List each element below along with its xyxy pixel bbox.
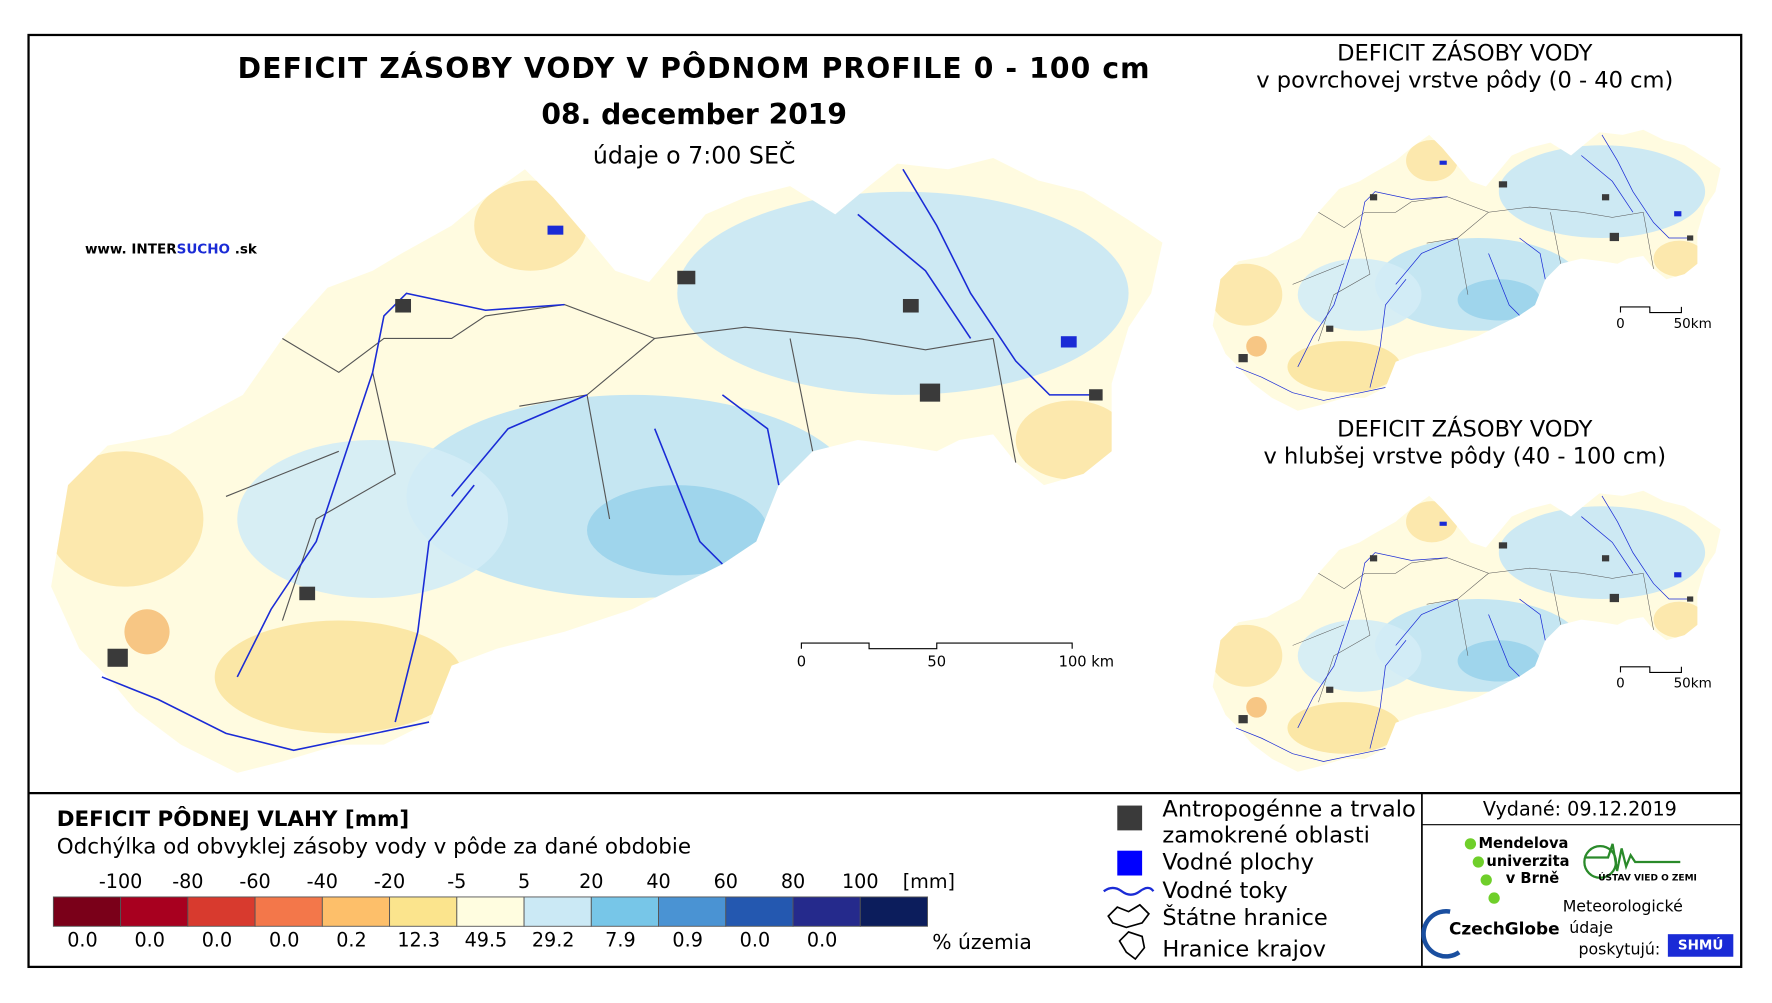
symbol-label: Štátne hranice [1162, 903, 1327, 931]
legend-threshold: 5 [518, 870, 530, 893]
legend-swatch [456, 896, 525, 927]
inset-subtitle: v hlubšej vrstve pôdy (40 - 100 cm) [1264, 443, 1667, 469]
legend-threshold: 40 [646, 870, 670, 893]
website-part: SUCHO [177, 241, 230, 257]
legend-swatch [254, 896, 323, 927]
legend-swatch [725, 896, 794, 927]
symbol-icon [1103, 886, 1155, 896]
scale-label: 0 [1616, 676, 1625, 692]
symbol-icon [1117, 850, 1143, 876]
legend-share: 0.2 [336, 928, 366, 951]
legend-swatch [187, 896, 256, 927]
logo-text: Meteorologické [1563, 897, 1683, 916]
legend-swatch [859, 896, 928, 927]
legend-share: 29.2 [532, 928, 575, 951]
legend-swatch [523, 896, 592, 927]
symbol-label: Vodné toky [1162, 878, 1287, 904]
scale-label: 100 km [1059, 653, 1114, 670]
color-legend: -100 -80 -60 -40 -20 -5 5 20 40 60 80 100 [mm] 0.0 0.0… [52, 870, 1032, 954]
legend-threshold: -5 [447, 870, 466, 893]
legend-threshold: -40 [307, 870, 338, 893]
legend-swatch [658, 896, 727, 927]
legend-share: 0.0 [807, 928, 837, 951]
legend-threshold: -100 [99, 870, 142, 893]
map-date: 08. december 2019 [541, 98, 847, 131]
symbol-label: zamokrené oblasti [1162, 823, 1369, 849]
legend-share: 12.3 [397, 928, 440, 951]
legend-share: 49.5 [465, 928, 508, 951]
legend-swatch [120, 896, 189, 927]
issued-date: Vydané: 09.12.2019 [1483, 798, 1677, 821]
legend-threshold: 80 [781, 870, 805, 893]
scale-bar: 0 50 100 km [797, 642, 1114, 670]
legend-threshold: 60 [714, 870, 738, 893]
scale-label: 50km [1674, 316, 1712, 332]
logo-text: ÚSTAV VIED O ZEMI [1598, 871, 1697, 883]
legend-swatch [590, 896, 659, 927]
legend-share: 0.0 [740, 928, 770, 951]
website-part: INTER [131, 241, 177, 257]
legend-threshold: -20 [374, 870, 405, 893]
logo-text: poskytujú: [1579, 939, 1661, 958]
inset-title: DEFICIT ZÁSOBY VODY [1337, 39, 1593, 67]
legend-share: 7.9 [605, 928, 635, 951]
scale-label: 50km [1674, 676, 1712, 692]
symbol-label: Vodné plochy [1162, 850, 1314, 876]
symbol-icon [1107, 903, 1150, 929]
legend-swatch [321, 896, 391, 927]
legend-threshold: 20 [579, 870, 603, 893]
logo-text: Mendelova [1478, 835, 1568, 852]
logo-text: v Brně [1506, 870, 1559, 887]
legend-share: 0.0 [67, 928, 97, 951]
inset-title: DEFICIT ZÁSOBY VODY [1337, 414, 1593, 442]
map-title: DEFICIT ZÁSOBY VODY V PÔDNOM PROFILE 0 -… [238, 51, 1151, 85]
legend-unit: [mm] [903, 870, 955, 893]
legend-share: 0.0 [134, 928, 164, 951]
website: www. INTERSUCHO .sk [85, 241, 258, 257]
legend-title: DEFICIT PÔDNEJ VLAHY [mm] [57, 806, 409, 832]
symbol-label: Hranice krajov [1162, 936, 1326, 962]
website-part: www. [85, 241, 127, 257]
symbol-icon [1118, 930, 1146, 961]
legend-swatch [792, 896, 861, 927]
legend-share: 0.0 [202, 928, 232, 951]
inset-subtitle: v povrchovej vrstve pôdy (0 - 40 cm) [1256, 68, 1673, 94]
logo-text: SHMÚ [1678, 935, 1723, 953]
website-part: .sk [235, 241, 258, 257]
legend-threshold: -80 [172, 870, 203, 893]
legend-share: 0.9 [672, 928, 702, 951]
legend-threshold: 100 [842, 870, 879, 893]
legend-share-label: % územia [932, 930, 1032, 954]
legend-swatch [389, 896, 458, 927]
legend-threshold: -60 [239, 870, 270, 893]
scale-label: 50 [927, 653, 946, 670]
logos: Mendelova univerzita v Brně CzechGlobe Ú… [1421, 835, 1734, 959]
legend-subtitle: Odchýlka od obvyklej zásoby vody v pôde … [57, 834, 691, 859]
symbol-icon [1117, 805, 1143, 831]
symbol-label: Antropogénne a trvalo [1162, 797, 1415, 823]
map-time: údaje o 7:00 SEČ [593, 141, 796, 169]
legend-share: 0.0 [269, 928, 299, 951]
logo-text: údaje [1569, 918, 1613, 937]
legend-swatch [52, 896, 122, 927]
scale-label: 0 [797, 653, 806, 670]
scale-label: 0 [1616, 316, 1625, 332]
logo-text: CzechGlobe [1449, 919, 1560, 939]
inset-scale: 0 50km 0 50km [1616, 306, 1712, 692]
logo-text: univerzita [1486, 853, 1569, 870]
